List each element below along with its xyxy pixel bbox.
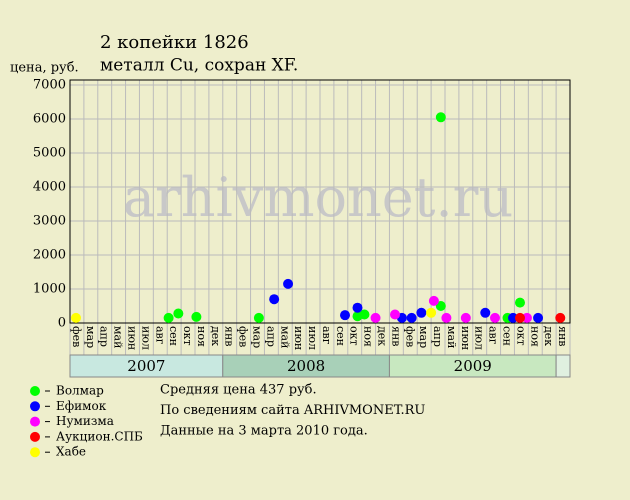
legend-marker (30, 431, 40, 442)
legend-label: Аукцион.СПБ (56, 429, 143, 443)
legend-marker (30, 386, 40, 396)
y-tick-label: 7000 (33, 78, 66, 93)
note: Средняя цена 437 руб. (160, 383, 317, 398)
legend-marker (30, 416, 40, 427)
point (435, 301, 446, 311)
x-tick-label: ноя (362, 326, 375, 347)
x-tick-label: май (278, 326, 291, 348)
x-tick-label: июн (459, 326, 472, 350)
x-tick-label: апр (98, 326, 111, 347)
point (490, 312, 500, 323)
x-tick-label: авг (320, 326, 333, 345)
x-tick-label: дек (376, 326, 389, 346)
x-tick-label: июн (126, 326, 139, 350)
point (359, 309, 370, 320)
x-tick-label: окт (181, 326, 194, 346)
x-tick-label: сен (167, 326, 180, 346)
point (533, 312, 544, 323)
x-tick-label: июн (292, 326, 305, 350)
year-label: 2008 (287, 357, 325, 375)
point (441, 312, 452, 323)
x-tick-label: фев (237, 326, 250, 347)
chart-title: 2 копейки 1826 (100, 32, 249, 53)
legend-label: Хабе (56, 445, 86, 459)
point (508, 312, 519, 323)
x-tick-label: дек (542, 326, 555, 346)
note: Данные на 3 марта 2010 года. (160, 424, 368, 439)
x-tick-label: апр (431, 326, 444, 347)
x-tick-label: ноя (528, 326, 541, 347)
point (191, 311, 202, 322)
x-tick-label: янв (389, 326, 402, 346)
x-tick-label: май (112, 326, 125, 348)
point (253, 312, 264, 323)
x-tick-label: окт (348, 326, 361, 346)
y-tick-label: 0 (58, 316, 66, 331)
y-tick-label: 1000 (33, 282, 66, 297)
x-tick-label: янв (223, 326, 236, 346)
chart-subtitle: металл Cu, сохран XF. (100, 56, 298, 76)
x-tick-label: сен (334, 326, 347, 346)
legend-label: Нумизма (56, 414, 114, 428)
point (460, 312, 471, 323)
x-tick-label: ноя (195, 326, 208, 347)
y-label: цена, руб. (10, 61, 79, 76)
x-tick-label: мар (84, 326, 97, 348)
point (406, 312, 417, 323)
point (428, 295, 439, 306)
x-tick-label: май (445, 326, 458, 348)
point (370, 312, 381, 323)
point (435, 112, 446, 123)
point (269, 294, 280, 305)
y-tick-label: 4000 (33, 180, 66, 195)
y-tick-label: 5000 (33, 146, 66, 161)
point (515, 297, 525, 308)
x-tick-label: авг (153, 326, 166, 345)
point (480, 307, 491, 318)
point (283, 278, 294, 289)
point (163, 312, 174, 323)
point (340, 310, 350, 321)
note: По сведениям сайта ARHIVMONET.RU (160, 403, 425, 418)
x-tick-label: мар (417, 326, 430, 348)
x-tick-label: апр (264, 326, 277, 347)
point (521, 312, 532, 323)
point (173, 308, 184, 319)
legend-label: Волмар (56, 384, 104, 398)
x-tick-label: июл (473, 326, 486, 350)
year-label: 2007 (127, 357, 165, 375)
x-tick-label: окт (514, 326, 527, 346)
x-tick-label: сен (501, 326, 514, 346)
x-tick-label: мар (251, 326, 264, 348)
point (352, 302, 363, 313)
point (416, 307, 427, 318)
legend-label: Ефимок (56, 399, 107, 413)
y-tick-label: 2000 (33, 248, 66, 263)
point (390, 309, 400, 320)
year-band (555, 354, 571, 378)
x-tick-label: июл (139, 326, 152, 350)
legend-marker (30, 447, 40, 458)
point (426, 307, 437, 318)
x-tick-label: фев (70, 326, 83, 347)
point (555, 312, 566, 323)
point (515, 312, 525, 323)
point (70, 312, 81, 323)
x-tick-label: авг (487, 326, 500, 345)
x-tick-label: июл (306, 326, 319, 350)
y-tick-label: 3000 (33, 214, 66, 229)
y-tick-label: 6000 (33, 112, 66, 127)
x-tick-label: янв (556, 326, 569, 346)
x-tick-label: дек (209, 326, 222, 346)
watermark: arhivmonet.ru (123, 166, 513, 229)
year-label: 2009 (454, 357, 492, 375)
x-tick-label: фев (403, 326, 416, 347)
legend-marker (30, 401, 40, 412)
